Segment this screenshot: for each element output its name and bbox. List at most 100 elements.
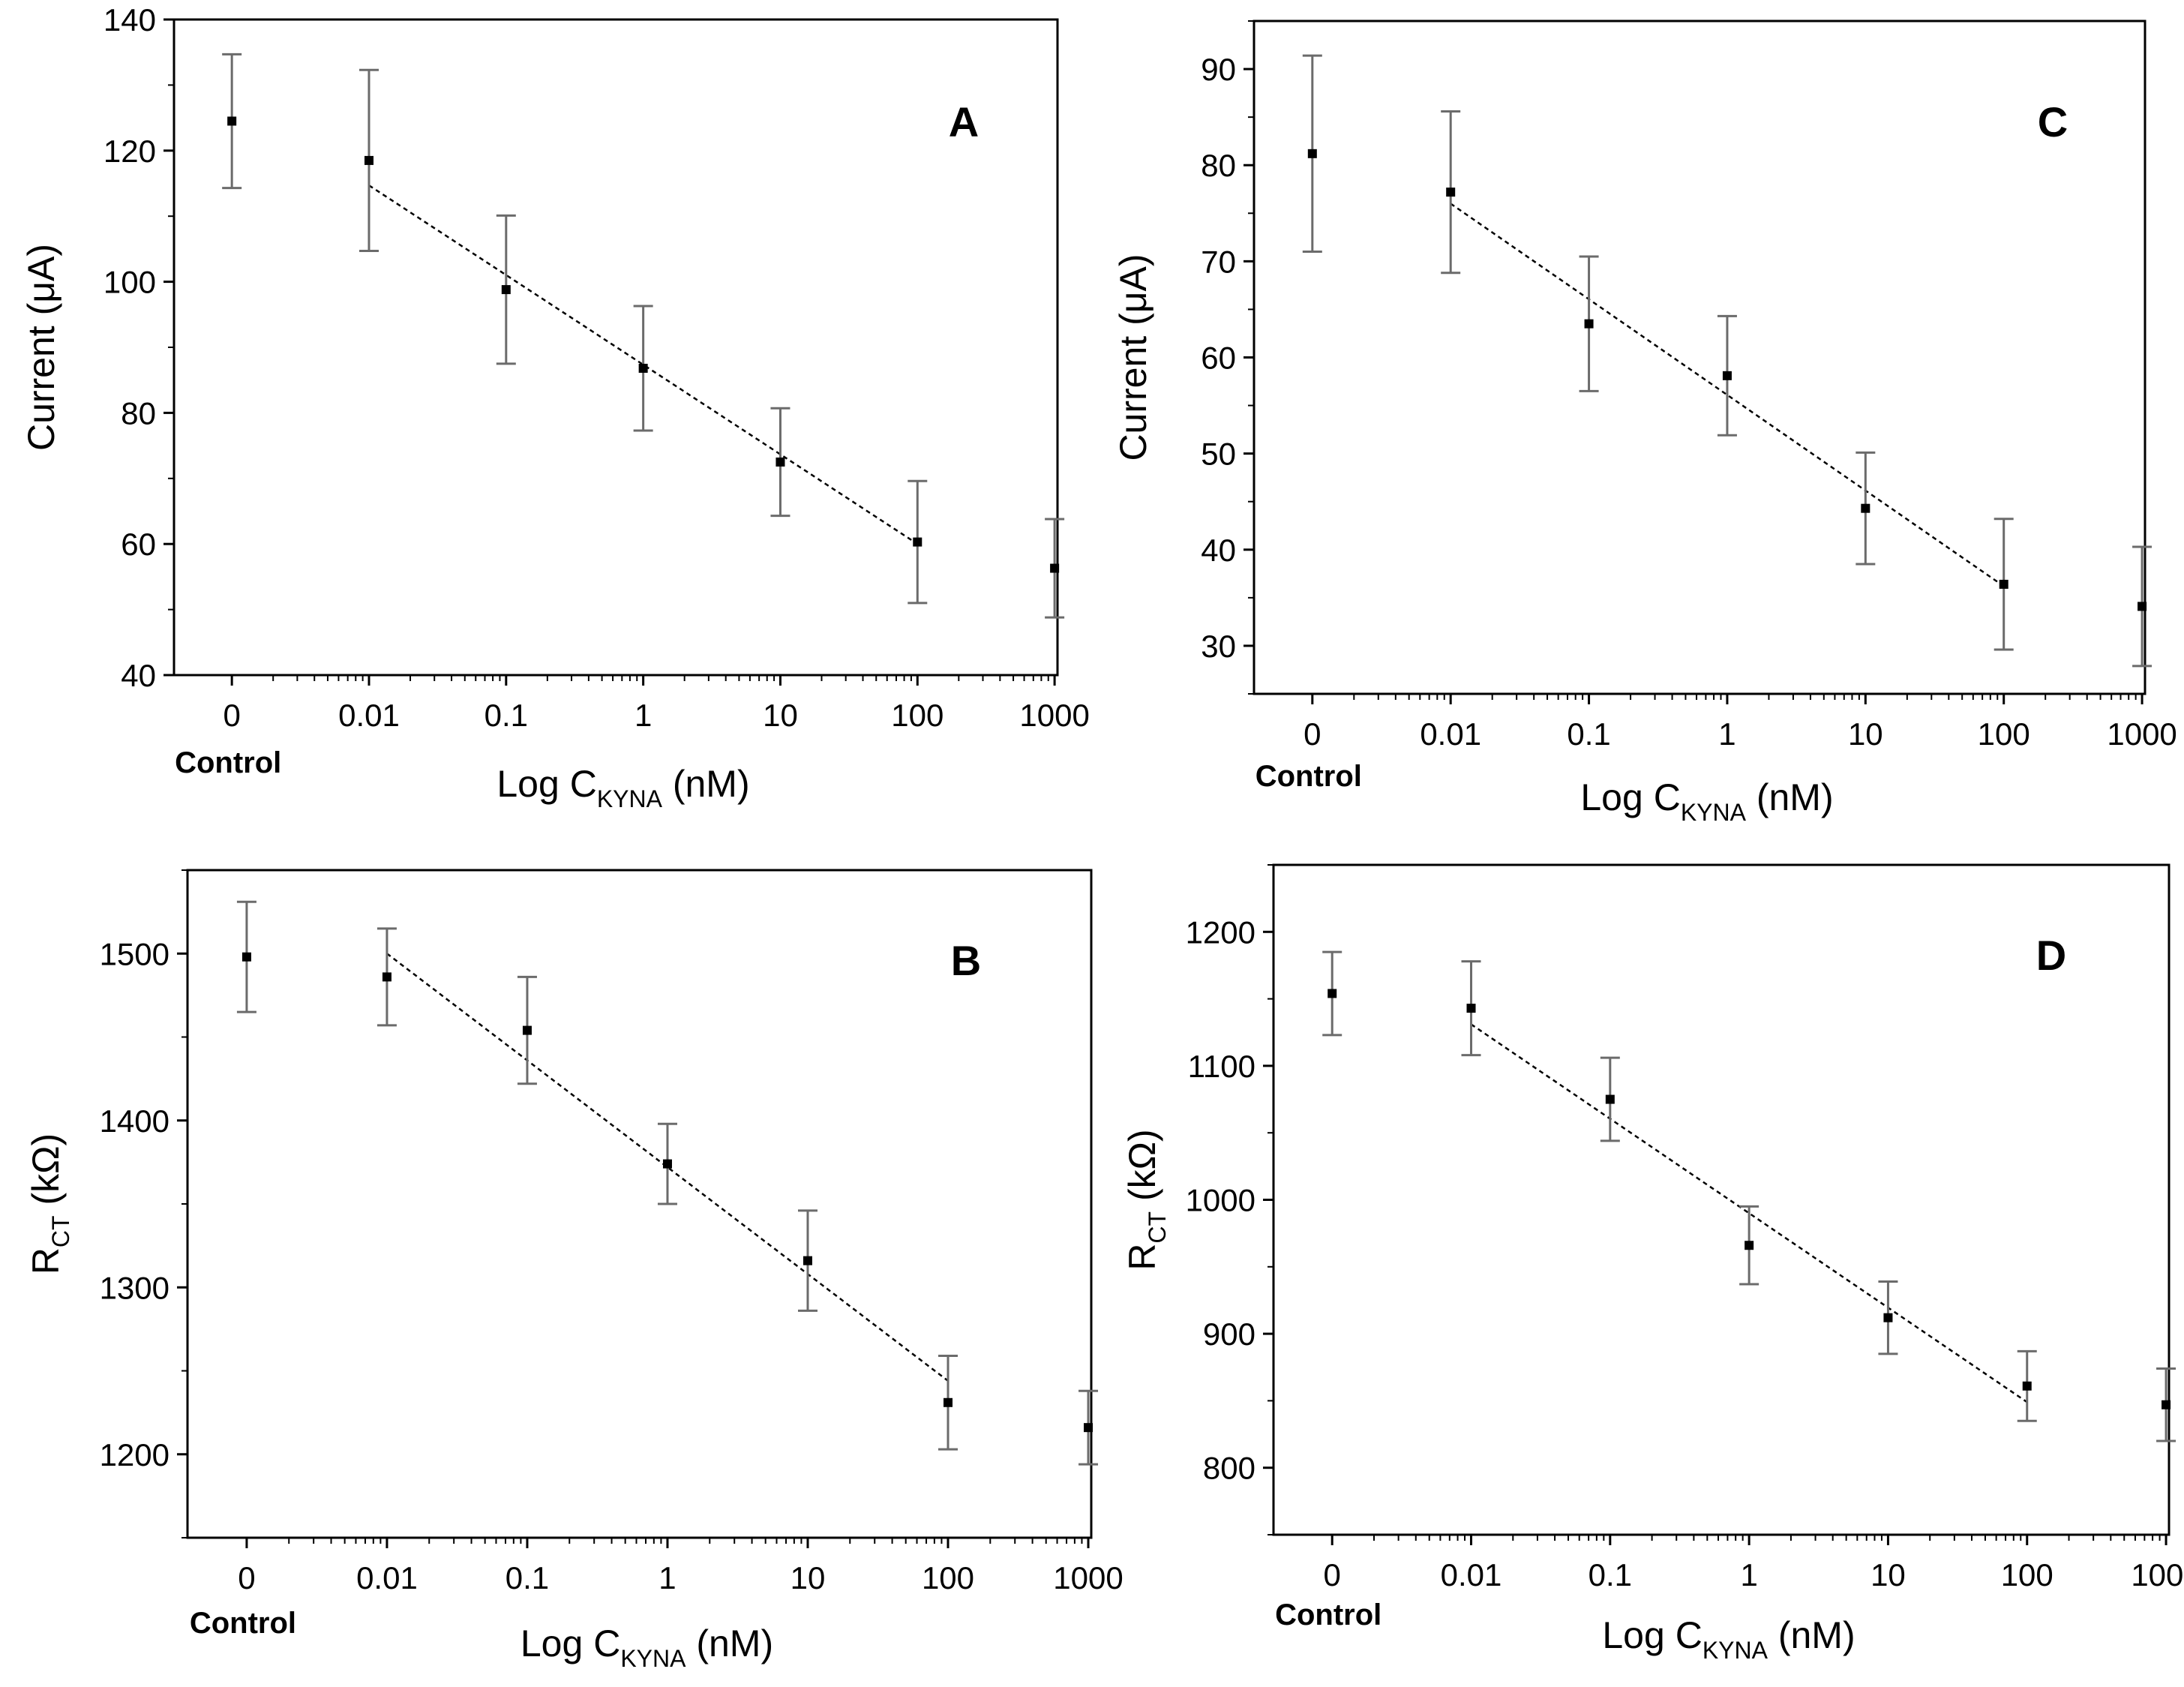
data-point-group bbox=[1322, 950, 1342, 1037]
y-tick-label: 1100 bbox=[1188, 1049, 1256, 1084]
data-point bbox=[1328, 989, 1337, 998]
y-tick-label: 60 bbox=[1201, 341, 1236, 376]
x-axis-title: Log CKYNA (nM) bbox=[1602, 1614, 1855, 1664]
chart-panel-a: 40 60 80 100 120 140 0 0.01 0.1 1 10 100 1000 Control… bbox=[20, 2, 1090, 812]
data-point-group bbox=[1878, 1280, 1898, 1355]
data-point bbox=[1446, 188, 1456, 197]
data-point-group bbox=[2156, 1367, 2176, 1442]
data-point bbox=[227, 116, 237, 126]
y-tick-label: 1400 bbox=[100, 1103, 170, 1139]
x-tick-label: 1000 bbox=[1019, 698, 1089, 733]
x-axis-title-main: Log C bbox=[1602, 1614, 1702, 1656]
x-axis-title-sub: KYNA bbox=[1681, 799, 1747, 826]
x-axis-title-tail: (nM) bbox=[662, 763, 750, 805]
fit-line bbox=[368, 185, 918, 545]
data-point-group bbox=[496, 214, 516, 365]
y-tick-label: 40 bbox=[1201, 533, 1236, 568]
data-point-group bbox=[908, 479, 928, 605]
data-point-group bbox=[1302, 54, 1322, 254]
y-tick-label: 900 bbox=[1203, 1316, 1256, 1352]
chart-panel-d: 800 900 1000 1100 1200 0 0.01 0.1 1 10 100 1000 Cont… bbox=[1121, 863, 2184, 1664]
y-tick-label: 90 bbox=[1201, 52, 1236, 87]
data-point bbox=[1084, 1423, 1094, 1433]
y-tick-label: 1000 bbox=[1186, 1183, 1256, 1218]
x-axis-title-sub: KYNA bbox=[597, 785, 663, 812]
data-point bbox=[1722, 371, 1732, 380]
y-tick-label: 1300 bbox=[100, 1270, 170, 1305]
data-point bbox=[382, 972, 392, 982]
y-axis-title-tail: (kΩ) bbox=[1121, 1129, 1163, 1211]
data-point bbox=[1584, 319, 1594, 329]
panel-label: B bbox=[951, 937, 981, 984]
y-axis-title: Current (μA) bbox=[1112, 254, 1154, 461]
y-tick-label: 80 bbox=[121, 395, 156, 431]
data-point-group bbox=[1461, 960, 1481, 1057]
data-point-group bbox=[517, 975, 537, 1085]
x-axis-title-tail: (nM) bbox=[686, 1622, 773, 1664]
plot-frame bbox=[172, 18, 1059, 677]
y-axis-title-sub: CT bbox=[1144, 1211, 1171, 1244]
data-point-group bbox=[797, 1209, 818, 1312]
x-tick-label: 0.01 bbox=[338, 698, 400, 733]
x-tick-label: 10 bbox=[1848, 716, 1883, 752]
x-tick-label: 100 bbox=[922, 1560, 974, 1595]
x-axis-title: Log CKYNA (nM) bbox=[520, 1622, 773, 1672]
x-axis-title-main: Log C bbox=[1580, 776, 1680, 818]
panel-label: A bbox=[949, 98, 979, 146]
x-tick-label: 10 bbox=[763, 698, 798, 733]
data-point bbox=[1605, 1094, 1615, 1104]
y-tick-label: 30 bbox=[1201, 629, 1236, 664]
chart-panel-c: 30 40 50 60 70 80 90 0 0.01 0.1 1 10 100 1000 Control L… bbox=[1112, 20, 2177, 826]
data-point bbox=[501, 285, 511, 295]
data-point bbox=[2138, 602, 2147, 611]
control-label: Control bbox=[175, 746, 281, 779]
x-tick-label: 1000 bbox=[1053, 1560, 1123, 1595]
data-point-group bbox=[2132, 545, 2152, 668]
x-tick-label: 1000 bbox=[2131, 1557, 2184, 1592]
x-tick-label: 0.1 bbox=[506, 1560, 549, 1595]
x-axis-title-tail: (nM) bbox=[1746, 776, 1834, 818]
x-tick-label: 100 bbox=[891, 698, 944, 733]
data-point-group bbox=[770, 407, 790, 518]
data-point bbox=[1883, 1313, 1893, 1322]
x-axis-title: Log CKYNA (nM) bbox=[496, 763, 749, 812]
x-tick-label: 100 bbox=[2001, 1557, 2054, 1592]
data-point bbox=[944, 1397, 953, 1407]
x-tick-label: 10 bbox=[1870, 1557, 1906, 1592]
y-tick-label: 40 bbox=[121, 658, 156, 693]
x-axis-title-tail: (nM) bbox=[1768, 1614, 1856, 1656]
control-label: Control bbox=[190, 1607, 296, 1640]
data-point bbox=[662, 1159, 672, 1169]
data-point bbox=[1744, 1241, 1754, 1250]
y-axis-title: RCT (kΩ) bbox=[1121, 1129, 1171, 1270]
x-axis-title-main: Log C bbox=[520, 1622, 620, 1664]
panel-label: D bbox=[2036, 932, 2066, 979]
data-point-group bbox=[1579, 255, 1599, 392]
y-tick-label: 60 bbox=[121, 527, 156, 562]
x-tick-label: 0.1 bbox=[484, 698, 528, 733]
x-tick-label: 1 bbox=[1718, 716, 1736, 752]
data-point bbox=[1999, 579, 2008, 589]
x-axis-title-sub: KYNA bbox=[620, 1645, 686, 1672]
data-point-group bbox=[938, 1354, 958, 1451]
y-tick-label: 50 bbox=[1201, 437, 1236, 472]
control-label: Control bbox=[1275, 1598, 1382, 1631]
data-point bbox=[2022, 1381, 2032, 1391]
y-axis-title-main: R bbox=[1121, 1244, 1163, 1271]
data-point-group bbox=[1717, 314, 1737, 437]
x-tick-label: 0.01 bbox=[356, 1560, 418, 1595]
x-tick-label: 1 bbox=[658, 1560, 676, 1595]
y-tick-label: 140 bbox=[104, 2, 156, 38]
y-axis-title: RCT (kΩ) bbox=[25, 1133, 74, 1274]
x-tick-label: 0 bbox=[238, 1560, 255, 1595]
x-tick-label: 100 bbox=[1978, 716, 2030, 752]
x-tick-label: 10 bbox=[790, 1560, 826, 1595]
data-point bbox=[242, 952, 251, 962]
data-point-group bbox=[1994, 518, 2014, 651]
plot-frame bbox=[1272, 863, 2170, 1536]
y-axis-title-main: R bbox=[25, 1247, 67, 1274]
y-tick-label: 800 bbox=[1203, 1451, 1256, 1486]
data-point-group bbox=[1739, 1205, 1760, 1286]
plot-frame bbox=[1252, 20, 2146, 695]
x-tick-label: 0 bbox=[1304, 716, 1321, 752]
